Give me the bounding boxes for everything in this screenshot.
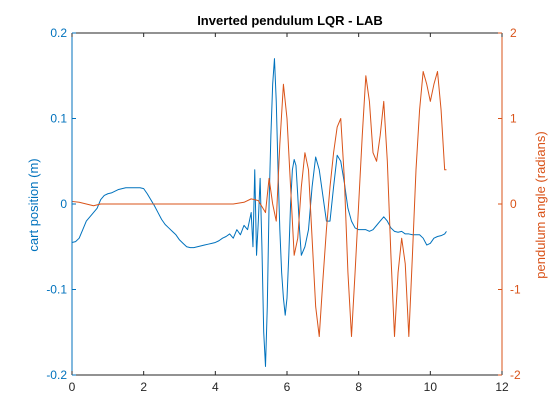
x-tick-label: 2 [140, 380, 147, 394]
x-tick-label: 10 [424, 380, 438, 394]
x-tick-label: 12 [495, 380, 509, 394]
right-tick-label: 2 [510, 26, 517, 40]
chart-title: Inverted pendulum LQR - LAB [197, 13, 383, 28]
right-tick-label: 0 [510, 197, 517, 211]
right-tick-label: -1 [510, 283, 521, 297]
x-tick-label: 6 [284, 380, 291, 394]
left-tick-label: 0 [60, 197, 67, 211]
series-line-left [71, 58, 447, 367]
x-tick-label: 0 [69, 380, 76, 394]
left-tick-label: 0.2 [50, 26, 67, 40]
x-tick-label: 8 [355, 380, 362, 394]
left-tick-label: 0.1 [50, 112, 67, 126]
left-tick-label: -0.1 [46, 283, 67, 297]
right-axis-label: pendulum angle (radians) [533, 131, 548, 278]
series-layer [71, 58, 447, 367]
left-axis-label: cart position (m) [26, 158, 41, 251]
right-tick-label: -2 [510, 368, 521, 382]
series-line-right [71, 70, 447, 338]
left-tick-label: -0.2 [46, 368, 67, 382]
x-tick-label: 4 [212, 380, 219, 394]
right-tick-label: 1 [510, 112, 517, 126]
